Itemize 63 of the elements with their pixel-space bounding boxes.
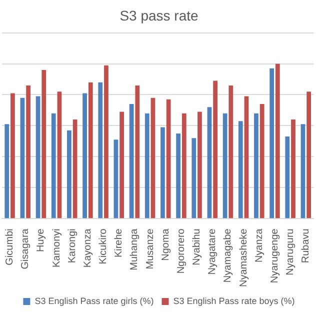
x-tick-label: Ngoma: [160, 228, 172, 261]
bar: [51, 113, 56, 218]
x-tick-label: Kayonza: [82, 228, 94, 268]
bar: [176, 133, 180, 218]
bar: [166, 99, 171, 218]
x-tick-label: Gicumbi: [4, 228, 16, 266]
x-tick-label: Kamonyi: [51, 228, 62, 268]
x-tick-label: Kicukiro: [98, 228, 110, 264]
bar: [98, 82, 103, 218]
x-tick-label: Gisagara: [20, 228, 32, 270]
x-tick-label: Nyamagabe: [222, 228, 234, 283]
bar: [72, 120, 78, 218]
x-tick-label: Ngororero: [176, 228, 187, 274]
x-tick-label: Musanze: [144, 228, 156, 270]
x-tick-label: Kirehe: [114, 228, 125, 258]
bar: [244, 96, 249, 218]
bar: [135, 85, 140, 218]
bar: [82, 93, 87, 218]
bar: [88, 82, 93, 218]
bar: [42, 70, 46, 218]
bar: [275, 64, 280, 218]
bar: [238, 121, 243, 218]
bar: [228, 85, 234, 218]
bar: [57, 92, 62, 218]
bar: [285, 136, 290, 218]
bar: [67, 130, 72, 218]
x-tick-label: Nyabihu: [192, 228, 203, 266]
bar: [198, 112, 202, 218]
x-tick-label: Muhanga: [129, 228, 140, 270]
x-tick-label: Huye: [36, 228, 47, 252]
bar: [129, 104, 134, 218]
x-tick-label: Rubavu: [300, 228, 312, 264]
bar: [222, 113, 228, 218]
chart-title: S3 pass rate: [120, 7, 199, 24]
bar: [10, 93, 15, 218]
bar: [104, 65, 108, 218]
bar: [150, 98, 156, 218]
bar: [36, 96, 40, 218]
bar: [26, 85, 30, 218]
bar: [207, 107, 212, 218]
bar: [4, 124, 10, 218]
legend-label: S3 English Pass rate boys (%): [173, 296, 295, 306]
bar: [120, 112, 124, 218]
bar: [300, 124, 306, 218]
bar: [182, 113, 186, 218]
x-tick-label: Nyamasheke: [238, 228, 250, 287]
x-tick-label: Nyagatare: [207, 228, 218, 275]
x-tick-label: Nyarugenge: [269, 228, 280, 284]
bar: [114, 140, 118, 218]
legend-label: S3 English Pass rate girls (%): [34, 296, 154, 306]
bar: [270, 68, 274, 218]
x-tick-label: Karongi: [66, 228, 78, 264]
bar: [213, 80, 218, 218]
bar: [192, 138, 196, 218]
bar: [260, 104, 264, 218]
bar: [20, 98, 25, 218]
bar: [160, 127, 165, 218]
bar: [306, 92, 312, 218]
bar: [144, 113, 150, 218]
x-tick-label: Nyaruguru: [285, 228, 296, 276]
bar: [291, 120, 296, 218]
x-tick-label: Nyanza: [254, 228, 265, 263]
bar: [254, 113, 258, 218]
